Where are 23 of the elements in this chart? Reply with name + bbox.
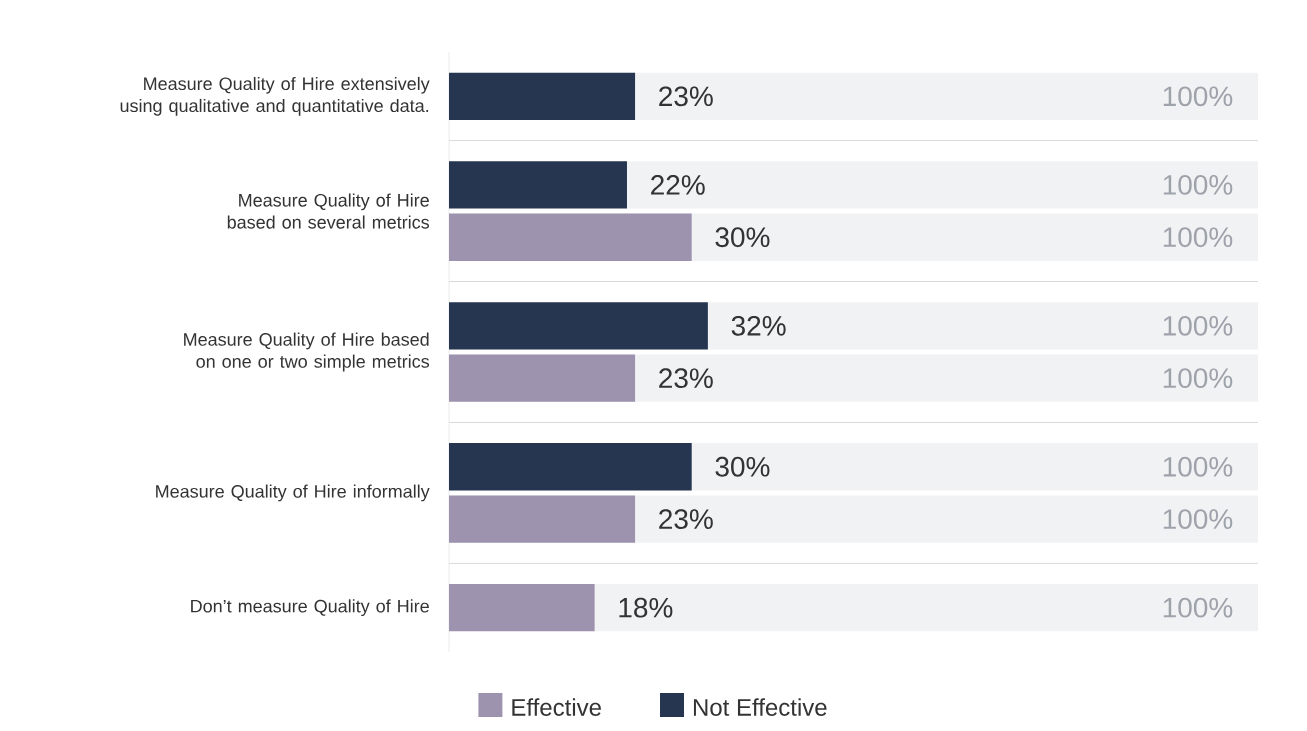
data-label: 32% — [731, 315, 786, 336]
annotation: 100% — [1163, 227, 1233, 248]
y-tick-label: Measure Quality of Hire informally — [156, 484, 430, 502]
annotation: 100% — [1163, 456, 1233, 477]
data-label: 23% — [659, 509, 713, 530]
data-label: 22% — [651, 175, 705, 195]
data-label: 30% — [715, 227, 770, 248]
y-tick-label: Don’t measure Quality of Hire — [191, 599, 429, 617]
legend-label: Not Effective — [693, 698, 827, 716]
data-label: 18% — [619, 597, 673, 618]
y-tick-label: Measure Quality of Hire based on one or two simple metrics — [184, 332, 430, 372]
annotation: 100% — [1163, 597, 1233, 618]
data-label: 30% — [715, 456, 770, 477]
annotation: 100% — [1163, 509, 1233, 530]
data-label: 23% — [659, 368, 713, 389]
annotation: 100% — [1163, 86, 1233, 107]
y-tick-label: Measure Quality of Hire extensively using qualitative and quantitative data. — [120, 76, 430, 116]
y-tick-label: Measure Quality of Hire based on several metrics — [227, 193, 430, 229]
annotation: 100% — [1163, 174, 1233, 195]
legend-label: Effective — [512, 698, 601, 716]
data-label: 23% — [659, 86, 713, 107]
annotation: 100% — [1163, 315, 1233, 336]
annotation: 100% — [1163, 368, 1233, 389]
